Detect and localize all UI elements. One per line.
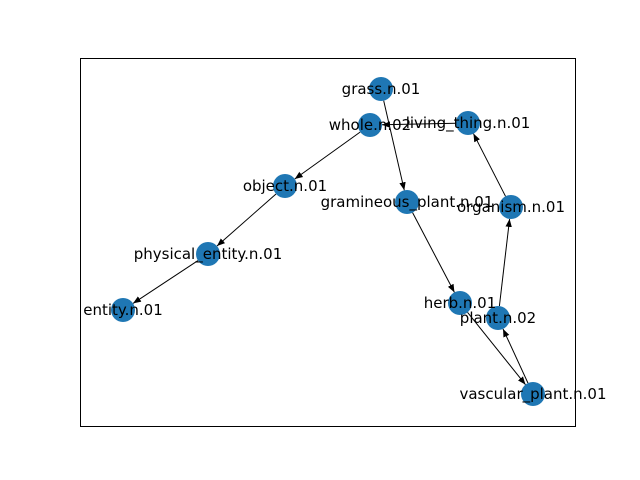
node-grass[interactable] [369, 77, 393, 101]
edge-whole-to-object [294, 131, 361, 180]
nodes-layer [111, 77, 545, 406]
node-label-herb: herb.n.01 [424, 294, 497, 312]
edge-herb-to-vascular_plant [467, 312, 526, 385]
edges-layer [132, 100, 529, 385]
node-label-plant: plant.n.02 [460, 309, 536, 327]
node-label-entity: entity.n.01 [83, 301, 163, 319]
node-organism[interactable] [499, 195, 523, 219]
node-label-object: object.n.01 [243, 177, 327, 195]
node-label-gramineous-plant: gramineous_plant.n.01 [321, 193, 494, 212]
node-entity[interactable] [111, 298, 135, 322]
edge-gramineous_plant-to-herb [412, 212, 455, 293]
labels-layer: grass.n.01 whole.n.02living_thing.n.01obj… [83, 80, 606, 404]
node-label-whole: whole.n.02 [329, 116, 411, 134]
node-physical-entity[interactable] [196, 242, 220, 266]
edge-vascular_plant-to-plant [502, 328, 529, 384]
edge-grass-to-gramineous_plant [383, 100, 406, 191]
plot-frame [80, 58, 576, 427]
edge-organism-to-living_thing [473, 133, 506, 197]
node-whole[interactable] [358, 113, 382, 137]
node-living-thing[interactable] [456, 111, 480, 135]
node-label-physical-entity: physical_entity.n.01 [134, 245, 283, 264]
node-object[interactable] [273, 174, 297, 198]
edge-plant-to-organism [498, 218, 512, 307]
node-vascular-plant[interactable] [521, 382, 545, 406]
edge-object-to-physical_entity [216, 193, 277, 247]
edge-physical_entity-to-entity [132, 260, 199, 304]
node-gramineous-plant[interactable] [395, 190, 419, 214]
edge-living_thing-to-whole [381, 121, 457, 128]
node-label-grass: grass.n.01 [342, 80, 421, 98]
node-label-living-thing: living_thing.n.01 [406, 114, 531, 133]
node-herb[interactable] [448, 291, 472, 315]
node-plant[interactable] [486, 306, 510, 330]
node-label-organism: organism.n.01 [457, 198, 565, 216]
node-label-vascular-plant: vascular_plant.n.01 [459, 385, 606, 404]
